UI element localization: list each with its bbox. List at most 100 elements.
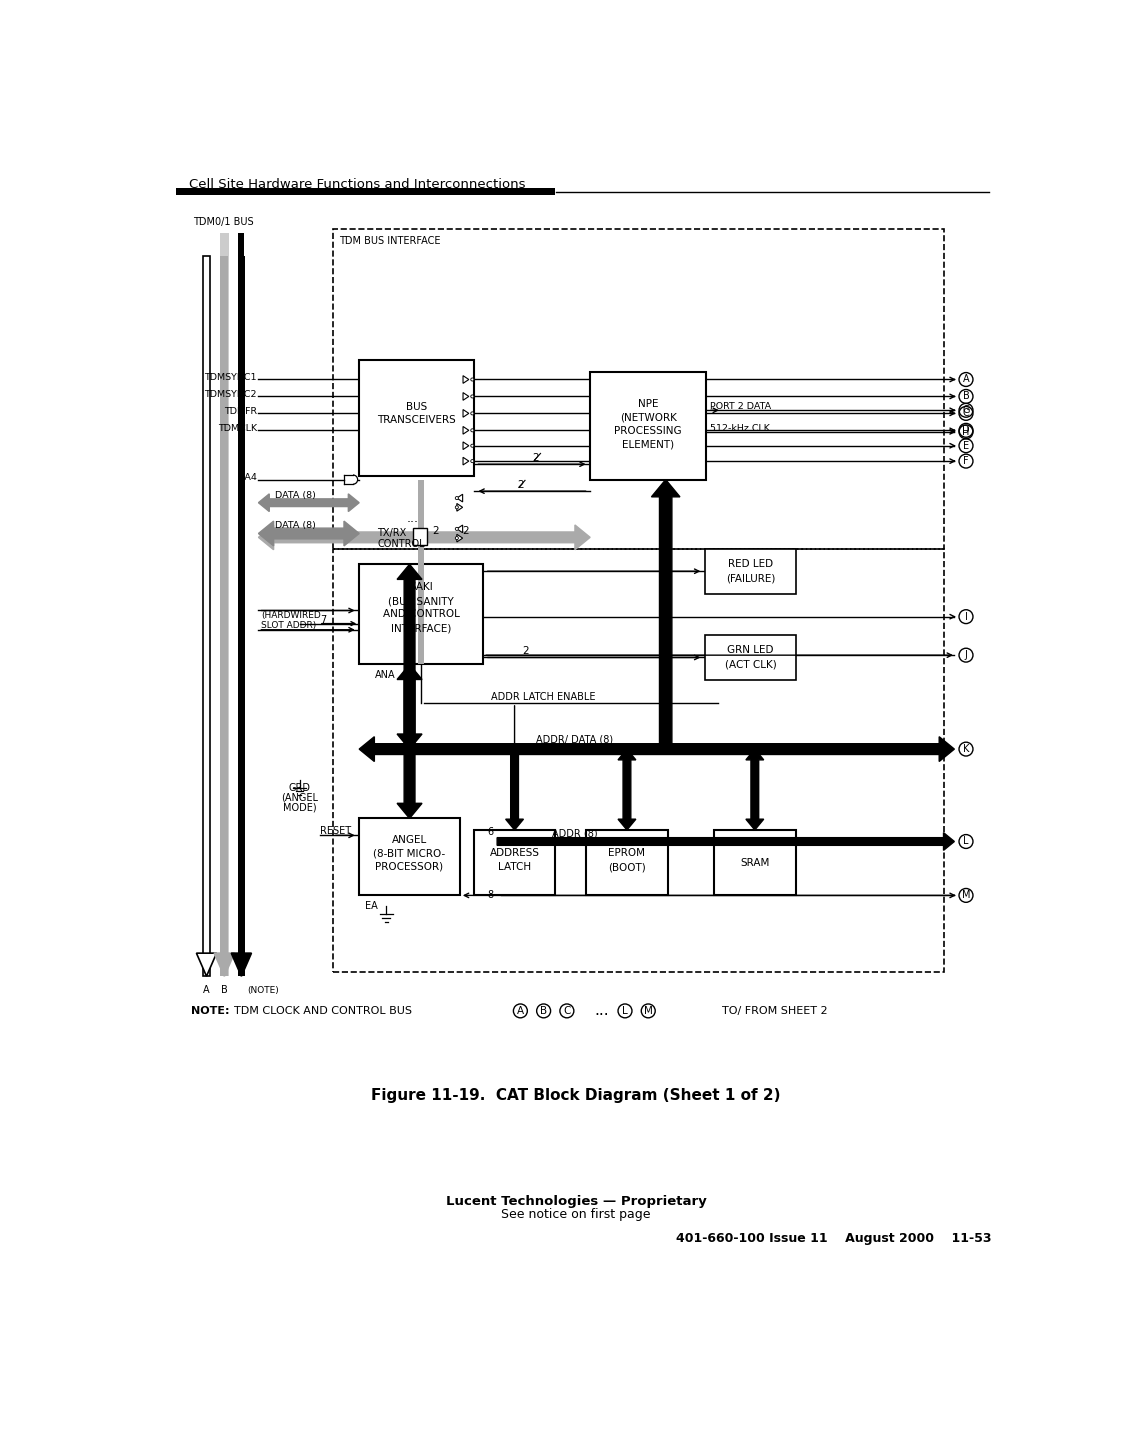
- Text: I: I: [964, 612, 968, 622]
- Polygon shape: [259, 521, 359, 546]
- Bar: [359, 818, 460, 895]
- Polygon shape: [457, 535, 462, 542]
- Text: TRANSCEIVERS: TRANSCEIVERS: [377, 415, 456, 425]
- Text: ADDR (8): ADDR (8): [552, 829, 597, 839]
- Text: (ANGEL: (ANGEL: [281, 792, 318, 802]
- Text: 2: 2: [432, 526, 439, 536]
- Polygon shape: [397, 665, 422, 818]
- Circle shape: [470, 412, 474, 415]
- Polygon shape: [197, 954, 217, 977]
- Circle shape: [470, 445, 474, 448]
- Text: B: B: [540, 1005, 547, 1015]
- Text: GRN LED: GRN LED: [727, 645, 774, 655]
- Text: E: E: [963, 440, 969, 450]
- Bar: [714, 829, 795, 895]
- Text: TDMCLK: TDMCLK: [218, 423, 256, 432]
- Text: ...: ...: [594, 1004, 609, 1018]
- Text: A: A: [516, 1005, 524, 1015]
- Text: M: M: [644, 1005, 652, 1015]
- Text: Lucent Technologies — Proprietary: Lucent Technologies — Proprietary: [446, 1194, 706, 1207]
- Text: LATCH: LATCH: [498, 862, 531, 872]
- Text: GRD: GRD: [288, 782, 310, 792]
- Text: SRAM: SRAM: [740, 858, 770, 868]
- Text: MODE): MODE): [282, 802, 316, 812]
- Bar: [333, 229, 944, 549]
- Text: NOTE:: NOTE:: [191, 1005, 229, 1015]
- Polygon shape: [618, 749, 636, 829]
- Text: L: L: [622, 1005, 628, 1015]
- Text: TDM BUS INTERFACE: TDM BUS INTERFACE: [339, 236, 441, 246]
- Text: PROCESSOR): PROCESSOR): [376, 862, 443, 872]
- Bar: [237, 256, 245, 977]
- Text: G: G: [962, 405, 970, 415]
- Text: ANGEL: ANGEL: [392, 835, 428, 845]
- Polygon shape: [746, 749, 764, 829]
- Text: 401-660-100 Issue 11    August 2000    11-53: 401-660-100 Issue 11 August 2000 11-53: [676, 1231, 992, 1244]
- Polygon shape: [464, 442, 469, 449]
- Bar: [219, 233, 229, 977]
- Circle shape: [456, 528, 458, 531]
- Polygon shape: [651, 479, 680, 749]
- Text: SAKI: SAKI: [410, 582, 433, 592]
- Text: ADDR/ DATA (8): ADDR/ DATA (8): [537, 735, 613, 745]
- Text: RED LED: RED LED: [728, 559, 773, 569]
- Text: D: D: [962, 425, 970, 435]
- Circle shape: [470, 429, 474, 432]
- Text: INTERFACE): INTERFACE): [392, 623, 451, 633]
- Text: TDMFR: TDMFR: [224, 406, 256, 416]
- Text: BUS: BUS: [406, 402, 428, 412]
- Bar: [333, 549, 944, 972]
- Text: (BUS SANITY: (BUS SANITY: [388, 596, 454, 606]
- Text: (FAILURE): (FAILURE): [726, 573, 775, 583]
- Polygon shape: [464, 458, 469, 465]
- Text: EPROM: EPROM: [609, 848, 646, 858]
- Text: (ACT CLK): (ACT CLK): [724, 659, 776, 669]
- Text: TDMSYNC1: TDMSYNC1: [205, 373, 256, 382]
- Text: C: C: [564, 1005, 570, 1015]
- Text: 2: 2: [522, 646, 529, 656]
- Text: C: C: [963, 409, 970, 419]
- Bar: [418, 541, 424, 665]
- Polygon shape: [505, 749, 523, 829]
- Text: BA4: BA4: [238, 473, 256, 482]
- Text: L: L: [963, 837, 969, 847]
- Bar: [705, 549, 796, 593]
- Text: 2: 2: [532, 453, 539, 463]
- Text: RESET: RESET: [321, 825, 351, 835]
- Bar: [359, 565, 483, 665]
- Polygon shape: [397, 565, 422, 749]
- Text: NPE: NPE: [638, 399, 658, 409]
- Text: (HARDWIRED: (HARDWIRED: [261, 612, 321, 621]
- Polygon shape: [259, 493, 359, 512]
- Text: 7: 7: [321, 615, 326, 625]
- Text: TDMSYNC2: TDMSYNC2: [205, 389, 256, 399]
- Text: See notice on first page: See notice on first page: [502, 1208, 651, 1221]
- Bar: [220, 256, 228, 977]
- Polygon shape: [214, 954, 234, 977]
- Text: H: H: [962, 428, 970, 436]
- Circle shape: [456, 536, 458, 539]
- Text: F: F: [963, 456, 969, 466]
- Text: A: A: [204, 985, 209, 995]
- Polygon shape: [464, 393, 469, 400]
- Bar: [474, 829, 556, 895]
- Text: EA: EA: [366, 901, 378, 911]
- Text: PORT 2 DATA: PORT 2 DATA: [710, 402, 772, 410]
- Text: TO/ FROM SHEET 2: TO/ FROM SHEET 2: [722, 1005, 828, 1015]
- Bar: [202, 256, 210, 977]
- Circle shape: [470, 395, 474, 398]
- Text: AND CONTROL: AND CONTROL: [382, 609, 460, 619]
- Polygon shape: [457, 503, 462, 511]
- Text: (NOTE): (NOTE): [248, 985, 279, 995]
- Polygon shape: [457, 525, 462, 533]
- Text: SLOT ADDR): SLOT ADDR): [261, 622, 316, 631]
- Text: ANA: ANA: [375, 671, 395, 681]
- Bar: [413, 528, 426, 545]
- Text: (NETWORK: (NETWORK: [620, 413, 677, 423]
- Text: PROCESSING: PROCESSING: [614, 426, 682, 436]
- Text: 2: 2: [462, 526, 469, 536]
- Text: DATA (8): DATA (8): [276, 492, 316, 500]
- Text: CONTROL: CONTROL: [377, 539, 424, 549]
- Text: 512-kHz CLK: 512-kHz CLK: [710, 423, 771, 432]
- Text: TDM0/1 BUS: TDM0/1 BUS: [193, 217, 254, 226]
